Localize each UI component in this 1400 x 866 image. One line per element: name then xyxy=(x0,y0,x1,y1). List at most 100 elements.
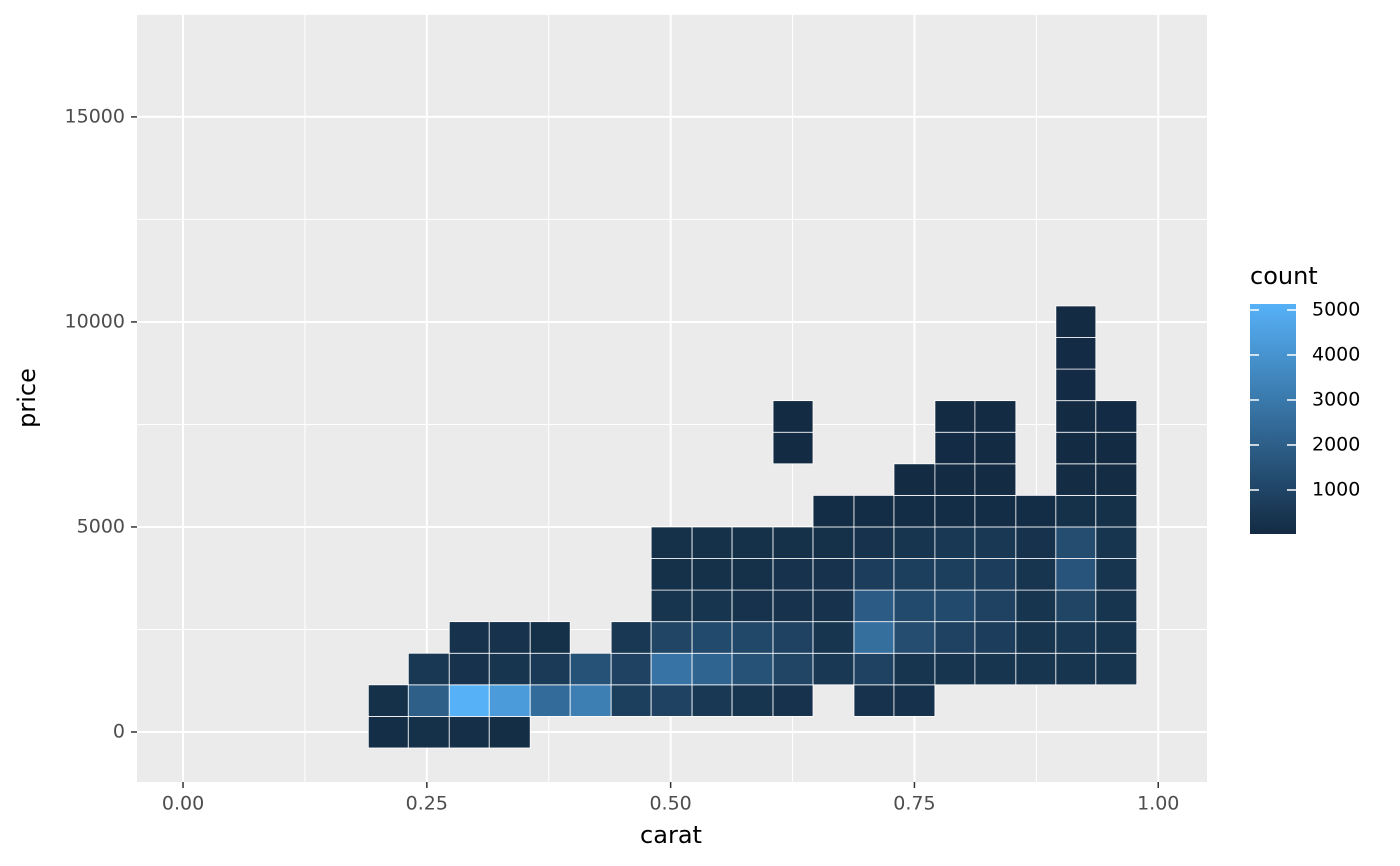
bin xyxy=(1015,558,1057,591)
bin xyxy=(1055,368,1097,402)
bin xyxy=(1055,621,1097,654)
bin xyxy=(853,494,895,528)
bin xyxy=(529,684,571,717)
bin xyxy=(1055,305,1097,338)
bin xyxy=(650,589,693,623)
bin xyxy=(934,589,976,623)
bin xyxy=(529,652,571,686)
bin xyxy=(772,684,814,717)
bin xyxy=(853,621,895,654)
bin xyxy=(691,526,733,559)
bin xyxy=(407,684,450,717)
bin xyxy=(650,526,693,559)
bin xyxy=(1055,400,1097,433)
bin xyxy=(853,652,895,686)
bin xyxy=(1055,337,1097,370)
bin xyxy=(731,684,774,717)
bin xyxy=(893,558,936,591)
bin xyxy=(772,621,814,654)
x-tick-label: 0.50 xyxy=(649,793,691,815)
legend-title: count xyxy=(1250,262,1318,290)
bin xyxy=(731,558,774,591)
bin xyxy=(448,621,490,654)
colorbar-label: 5000 xyxy=(1312,298,1360,320)
bin xyxy=(650,558,693,591)
bin xyxy=(731,526,774,559)
bin xyxy=(1095,652,1138,686)
bin xyxy=(893,652,936,686)
bin xyxy=(1015,589,1057,623)
bin xyxy=(893,621,936,654)
bin xyxy=(934,494,976,528)
bin xyxy=(731,652,774,686)
bin xyxy=(488,684,531,717)
x-tick-label: 1.00 xyxy=(1137,793,1179,815)
bin xyxy=(974,589,1017,623)
bin xyxy=(1095,463,1138,496)
x-tick-label: 0.25 xyxy=(406,793,448,815)
bin xyxy=(407,715,450,749)
bin xyxy=(1095,494,1138,528)
bin xyxy=(1055,463,1097,496)
bin xyxy=(853,684,895,717)
bin xyxy=(1015,526,1057,559)
colorbar xyxy=(1250,304,1296,534)
bin xyxy=(1015,494,1057,528)
bin xyxy=(1055,526,1097,559)
bin xyxy=(974,494,1017,528)
bin xyxy=(1055,494,1097,528)
bin xyxy=(610,684,652,717)
bin xyxy=(812,558,855,591)
x-tick-label: 0.75 xyxy=(893,793,935,815)
bin xyxy=(853,558,895,591)
bin xyxy=(893,589,936,623)
bin xyxy=(934,526,976,559)
bin xyxy=(772,589,814,623)
bin xyxy=(367,684,409,717)
bin xyxy=(772,431,814,465)
bin xyxy=(1095,558,1138,591)
bin xyxy=(691,558,733,591)
bin xyxy=(772,558,814,591)
bin xyxy=(853,589,895,623)
x-tick-label: 0.00 xyxy=(162,793,204,815)
bin xyxy=(893,494,936,528)
y-tick-label: 5000 xyxy=(77,515,125,537)
bin xyxy=(731,589,774,623)
bin xyxy=(934,431,976,465)
bin xyxy=(772,400,814,433)
colorbar-label: 1000 xyxy=(1312,478,1360,500)
bin xyxy=(1055,652,1097,686)
bin xyxy=(1015,652,1057,686)
bin xyxy=(934,400,976,433)
colorbar-label: 4000 xyxy=(1312,343,1360,365)
bin xyxy=(1095,431,1138,465)
colorbar-label: 3000 xyxy=(1312,388,1360,410)
bin xyxy=(893,463,936,496)
bin xyxy=(934,652,976,686)
bin xyxy=(812,526,855,559)
bin xyxy=(772,526,814,559)
bin xyxy=(934,558,976,591)
bin xyxy=(650,652,693,686)
bin xyxy=(488,652,531,686)
bin xyxy=(934,463,976,496)
bin xyxy=(812,652,855,686)
bin xyxy=(691,589,733,623)
bin xyxy=(974,431,1017,465)
bin xyxy=(974,621,1017,654)
bin xyxy=(610,621,652,654)
bin xyxy=(488,621,531,654)
bin xyxy=(812,621,855,654)
bin xyxy=(934,621,976,654)
bin xyxy=(1015,621,1057,654)
bin xyxy=(974,652,1017,686)
bin xyxy=(1095,400,1138,433)
bin xyxy=(974,558,1017,591)
bin xyxy=(569,652,612,686)
bin xyxy=(488,715,531,749)
colorbar-label: 2000 xyxy=(1312,433,1360,455)
bin xyxy=(853,526,895,559)
